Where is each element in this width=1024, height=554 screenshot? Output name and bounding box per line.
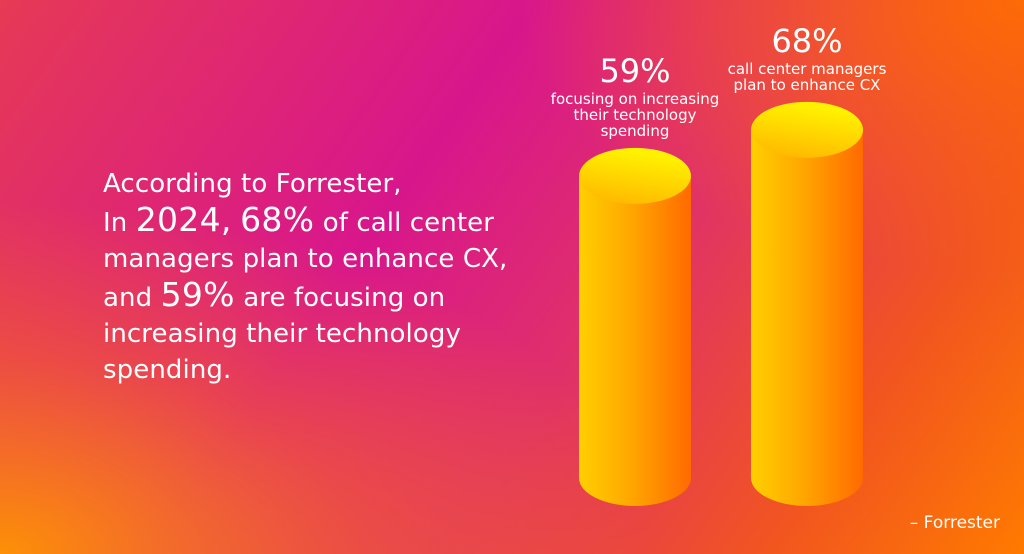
cylinder-body [751,129,863,506]
cylinder-body [579,175,691,507]
description-label-1-line-1: focusing on increasing [551,90,720,108]
value-label-1: 59% [599,52,670,90]
quote-line-2: In 2024, 68% of call center [103,202,523,241]
value-label-2: 68% [771,22,842,60]
source-credit: – Forrester [909,513,1000,533]
quote-line-4: and 59% are focusing on [103,277,523,316]
cylinder-top [579,147,691,204]
cylinder-top [751,101,863,158]
quote-line-2-prefix: In [103,208,136,238]
quote-line-2-suffix: of call center [314,208,495,238]
quote-line-3: managers plan to enhance CX, [103,244,508,274]
quote-stat-59: 59% [160,275,235,314]
description-label-1-line-2: their technology [573,106,696,124]
quote-line-1: According to Forrester, [103,169,402,199]
quote-line-4-prefix: and [103,283,161,313]
quote-text: According to Forrester, In 2024, 68% of … [103,166,523,388]
cylinder-bar-2 [751,101,863,506]
quote-stat-68: 68% [240,200,315,239]
quote-line-4-suffix: are focusing on [234,283,446,313]
quote-year: 2024, [135,200,232,239]
description-label-2-line-1: call center managers [728,60,887,78]
description-label-2-line-2: plan to enhance CX [734,76,881,94]
quote-line-6: spending. [103,355,232,385]
quote-line-5: increasing their technology [103,319,461,349]
description-label-1-line-3: spending [601,122,670,140]
cylinder-bar-1 [579,147,691,507]
